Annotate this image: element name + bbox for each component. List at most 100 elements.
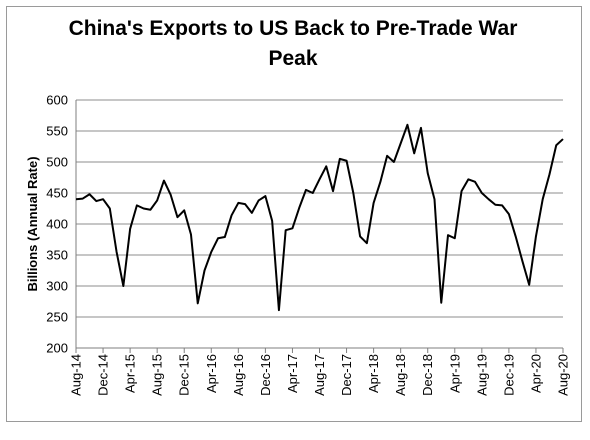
y-tick-label-550: 550 xyxy=(46,124,68,139)
data-point-Feb-19 xyxy=(440,302,442,304)
data-point-Mar-17 xyxy=(285,229,287,231)
data-point-Oct-19 xyxy=(494,204,496,206)
y-tick-label-400: 400 xyxy=(46,217,68,232)
x-tick-label-Apr-15: Apr-15 xyxy=(123,354,138,393)
data-point-Nov-15 xyxy=(176,216,178,218)
data-point-Oct-18 xyxy=(413,152,415,154)
data-point-Nov-19 xyxy=(501,204,503,206)
data-point-Mar-18 xyxy=(366,242,368,244)
data-point-May-20 xyxy=(542,198,544,200)
data-point-Jun-20 xyxy=(548,173,550,175)
data-point-Oct-17 xyxy=(332,190,334,192)
data-point-Dec-15 xyxy=(183,209,185,211)
data-point-Aug-14 xyxy=(75,198,77,200)
data-point-Jul-19 xyxy=(474,181,476,183)
chart-title: China's Exports to US Back to Pre-Trade … xyxy=(0,14,586,74)
series-group xyxy=(75,123,564,312)
data-point-Jul-15 xyxy=(149,209,151,211)
data-point-Apr-20 xyxy=(535,235,537,237)
x-tick-label-Aug-20: Aug-20 xyxy=(556,354,571,396)
x-tick-label-Dec-19: Dec-19 xyxy=(501,354,516,396)
x-tick-label-Aug-14: Aug-14 xyxy=(69,354,84,396)
data-point-Apr-16 xyxy=(210,251,212,253)
x-tick-label-Aug-18: Aug-18 xyxy=(393,354,408,396)
data-point-Dec-18 xyxy=(427,172,429,174)
data-point-Jan-15 xyxy=(109,208,111,210)
data-point-Aug-15 xyxy=(156,199,158,201)
data-point-Jan-19 xyxy=(433,198,435,200)
data-point-Mar-16 xyxy=(204,270,206,272)
data-point-Feb-16 xyxy=(197,302,199,304)
x-tick-label-Apr-18: Apr-18 xyxy=(366,354,381,393)
x-tick-label-Aug-16: Aug-16 xyxy=(231,354,246,396)
data-point-Jul-16 xyxy=(231,214,233,216)
data-point-Apr-17 xyxy=(291,227,293,229)
data-point-Aug-20 xyxy=(562,138,564,140)
data-point-Dec-19 xyxy=(508,213,510,215)
data-point-Jun-16 xyxy=(224,236,226,238)
data-point-Jan-16 xyxy=(190,234,192,236)
x-tick-label-Apr-20: Apr-20 xyxy=(528,354,543,393)
data-point-Aug-18 xyxy=(400,142,402,144)
y-axis-label: Billions (Annual Rate) xyxy=(25,156,40,291)
x-tick-label-Aug-17: Aug-17 xyxy=(312,354,327,396)
data-point-Jun-18 xyxy=(386,155,388,157)
data-point-Jun-19 xyxy=(467,178,469,180)
axes xyxy=(75,100,564,353)
data-point-Apr-19 xyxy=(454,237,456,239)
y-tick-label-300: 300 xyxy=(46,279,68,294)
data-point-Oct-14 xyxy=(89,193,91,195)
x-tick-label-Apr-17: Apr-17 xyxy=(285,354,300,393)
y-tick-label-250: 250 xyxy=(46,310,68,325)
data-point-Oct-16 xyxy=(251,212,253,214)
data-point-May-15 xyxy=(136,204,138,206)
y-tick-label-500: 500 xyxy=(46,155,68,170)
data-point-Jan-17 xyxy=(271,220,273,222)
data-point-Sep-18 xyxy=(406,124,408,126)
x-tick-label-Aug-15: Aug-15 xyxy=(150,354,165,396)
data-point-Aug-19 xyxy=(481,192,483,194)
data-point-Jul-17 xyxy=(312,192,314,194)
data-point-Apr-15 xyxy=(129,228,131,230)
data-point-May-19 xyxy=(461,190,463,192)
data-point-Sep-17 xyxy=(325,165,327,167)
data-point-Nov-14 xyxy=(95,200,97,202)
data-point-May-16 xyxy=(217,237,219,239)
data-point-Oct-15 xyxy=(170,194,172,196)
data-point-Jan-20 xyxy=(515,235,517,237)
data-point-Dec-16 xyxy=(264,195,266,197)
data-point-Feb-15 xyxy=(116,251,118,253)
data-point-Sep-15 xyxy=(163,180,165,182)
chart-title-line-2: Peak xyxy=(268,47,318,70)
chart-frame xyxy=(6,6,582,422)
data-point-Jul-18 xyxy=(393,161,395,163)
x-tick-label-Dec-16: Dec-16 xyxy=(258,354,273,396)
y-tick-label-200: 200 xyxy=(46,341,68,356)
x-tick-labels: Aug-14 Dec-14 Apr-15 Aug-15 Dec-15 Apr-16 Aug-… xyxy=(69,354,571,396)
data-point-Nov-18 xyxy=(420,127,422,129)
data-point-Mar-19 xyxy=(447,234,449,236)
data-point-Sep-16 xyxy=(244,203,246,205)
data-point-May-17 xyxy=(298,207,300,209)
y-tick-label-350: 350 xyxy=(46,248,68,263)
y-tick-labels: 200 250 300 350 400 450 500 550 600 xyxy=(46,93,68,356)
data-point-Mar-15 xyxy=(122,285,124,287)
data-point-Nov-16 xyxy=(258,199,260,201)
data-point-Sep-19 xyxy=(488,198,490,200)
x-tick-label-Apr-16: Apr-16 xyxy=(204,354,219,393)
data-point-Jun-15 xyxy=(143,208,145,210)
data-point-Sep-14 xyxy=(82,198,84,200)
data-point-Feb-17 xyxy=(278,309,280,311)
series-line xyxy=(75,123,564,312)
data-point-Dec-14 xyxy=(102,198,104,200)
data-point-Feb-20 xyxy=(521,260,523,262)
data-point-Feb-18 xyxy=(359,235,361,237)
y-tick-label-600: 600 xyxy=(46,93,68,108)
x-tick-label-Dec-14: Dec-14 xyxy=(96,354,111,396)
data-point-Aug-17 xyxy=(319,178,321,180)
data-point-Jan-18 xyxy=(352,192,354,194)
x-tick-label-Dec-17: Dec-17 xyxy=(339,354,354,396)
data-point-Aug-16 xyxy=(237,202,239,204)
data-point-Jun-17 xyxy=(305,189,307,191)
